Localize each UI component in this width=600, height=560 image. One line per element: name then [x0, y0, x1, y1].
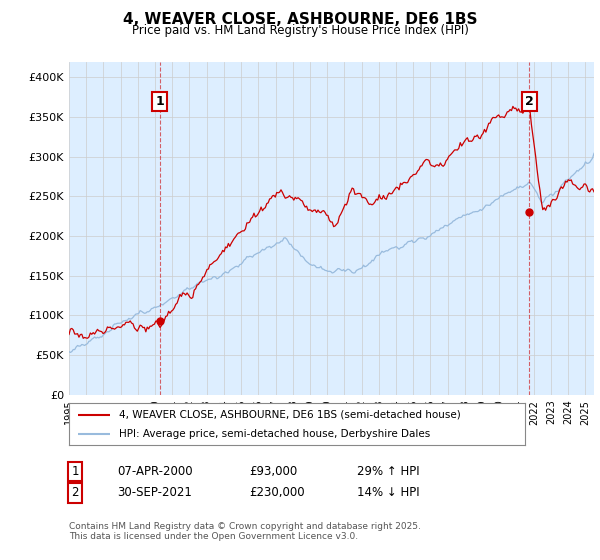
Text: 2: 2 — [525, 95, 534, 108]
Text: £93,000: £93,000 — [249, 465, 297, 478]
Text: 07-APR-2000: 07-APR-2000 — [117, 465, 193, 478]
Text: 1: 1 — [155, 95, 164, 108]
Text: Contains HM Land Registry data © Crown copyright and database right 2025.
This d: Contains HM Land Registry data © Crown c… — [69, 522, 421, 542]
Text: Price paid vs. HM Land Registry's House Price Index (HPI): Price paid vs. HM Land Registry's House … — [131, 24, 469, 37]
Text: 4, WEAVER CLOSE, ASHBOURNE, DE6 1BS: 4, WEAVER CLOSE, ASHBOURNE, DE6 1BS — [123, 12, 477, 27]
Text: 1: 1 — [71, 465, 79, 478]
Text: 14% ↓ HPI: 14% ↓ HPI — [357, 486, 419, 500]
Text: 30-SEP-2021: 30-SEP-2021 — [117, 486, 192, 500]
Text: £230,000: £230,000 — [249, 486, 305, 500]
Text: HPI: Average price, semi-detached house, Derbyshire Dales: HPI: Average price, semi-detached house,… — [119, 429, 430, 439]
Text: 4, WEAVER CLOSE, ASHBOURNE, DE6 1BS (semi-detached house): 4, WEAVER CLOSE, ASHBOURNE, DE6 1BS (sem… — [119, 409, 461, 419]
Text: 2: 2 — [71, 486, 79, 500]
Text: 29% ↑ HPI: 29% ↑ HPI — [357, 465, 419, 478]
